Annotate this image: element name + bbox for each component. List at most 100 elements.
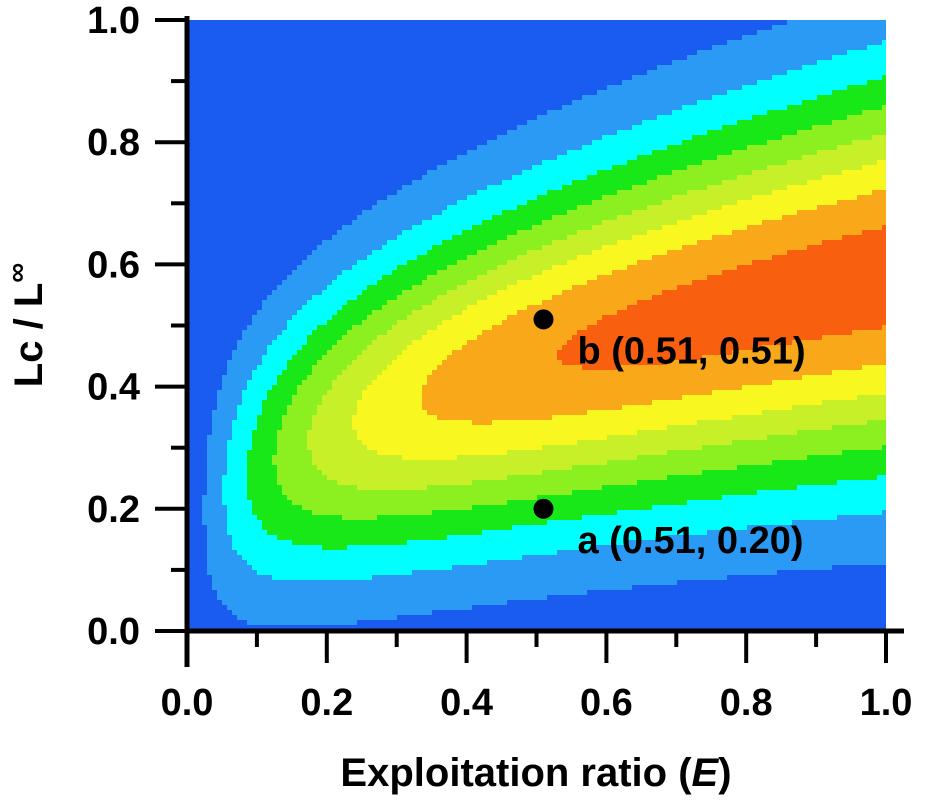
contour-cell bbox=[817, 150, 823, 156]
contour-cell bbox=[587, 195, 593, 201]
contour-cell bbox=[337, 50, 343, 56]
contour-cell bbox=[827, 40, 833, 46]
contour-cell bbox=[642, 145, 648, 151]
contour-cell bbox=[877, 65, 883, 71]
contour-cell bbox=[272, 35, 278, 41]
contour-cell bbox=[772, 120, 778, 126]
contour-cell bbox=[702, 75, 708, 81]
contour-cell bbox=[472, 80, 478, 86]
contour-cell bbox=[292, 35, 298, 41]
contour-cell bbox=[532, 70, 538, 76]
contour-cell bbox=[282, 115, 288, 121]
contour-cell bbox=[202, 35, 208, 41]
contour-cell bbox=[652, 165, 658, 171]
contour-cell bbox=[612, 120, 618, 126]
contour-cell bbox=[547, 100, 553, 106]
contour-cell bbox=[662, 190, 668, 196]
contour-cell bbox=[352, 125, 358, 131]
contour-cell bbox=[472, 180, 478, 186]
contour-cell bbox=[752, 100, 758, 106]
contour-cell bbox=[822, 50, 828, 56]
contour-cell bbox=[657, 85, 663, 91]
contour-cell bbox=[322, 75, 328, 81]
contour-cell bbox=[237, 30, 243, 36]
contour-cell bbox=[587, 185, 593, 191]
contour-cell bbox=[242, 85, 248, 91]
contour-cell bbox=[547, 35, 553, 41]
contour-cell bbox=[882, 25, 888, 31]
contour-cell bbox=[347, 130, 353, 136]
contour-cell bbox=[217, 135, 223, 141]
contour-cell bbox=[472, 145, 478, 151]
contour-cell bbox=[337, 165, 343, 171]
contour-cell bbox=[492, 140, 498, 146]
contour-cell bbox=[632, 115, 638, 121]
contour-cell bbox=[412, 70, 418, 76]
contour-cell bbox=[342, 65, 348, 71]
contour-cell bbox=[667, 40, 673, 46]
contour-cell bbox=[397, 180, 403, 186]
contour-cell bbox=[787, 45, 793, 51]
contour-cell bbox=[492, 45, 498, 51]
contour-cell bbox=[717, 170, 723, 176]
contour-cell bbox=[197, 155, 203, 161]
contour-cell bbox=[532, 185, 538, 191]
contour-cell bbox=[192, 95, 198, 101]
contour-cell bbox=[282, 195, 288, 201]
contour-cell bbox=[777, 60, 783, 66]
contour-cell bbox=[712, 65, 718, 71]
contour-cell bbox=[557, 55, 563, 61]
contour-cell bbox=[387, 195, 393, 201]
contour-cell bbox=[277, 65, 283, 71]
contour-cell bbox=[277, 150, 283, 156]
contour-cell bbox=[352, 30, 358, 36]
contour-cell bbox=[752, 75, 758, 81]
contour-cell bbox=[642, 85, 648, 91]
contour-cell bbox=[602, 80, 608, 86]
contour-cell bbox=[602, 105, 608, 111]
contour-cell bbox=[792, 90, 798, 96]
contour-cell bbox=[217, 120, 223, 126]
contour-cell bbox=[632, 60, 638, 66]
contour-cell bbox=[462, 70, 468, 76]
contour-cell bbox=[777, 65, 783, 71]
contour-cell bbox=[862, 85, 868, 91]
contour-cell bbox=[392, 50, 398, 56]
contour-cell bbox=[407, 60, 413, 66]
contour-cell bbox=[367, 140, 373, 146]
contour-cell bbox=[542, 185, 548, 191]
contour-cell bbox=[567, 60, 573, 66]
contour-cell bbox=[417, 160, 423, 166]
contour-cell bbox=[677, 40, 683, 46]
contour-cell bbox=[247, 85, 253, 91]
contour-cell bbox=[742, 165, 748, 171]
contour-cell bbox=[792, 130, 798, 136]
contour-cell bbox=[267, 75, 273, 81]
contour-cell bbox=[362, 175, 368, 181]
contour-cell bbox=[817, 50, 823, 56]
contour-cell bbox=[642, 25, 648, 31]
contour-cell bbox=[502, 45, 508, 51]
contour-cell bbox=[482, 20, 488, 26]
contour-cell bbox=[592, 150, 598, 156]
contour-cell bbox=[737, 70, 743, 76]
contour-cell bbox=[247, 135, 253, 141]
contour-cell bbox=[482, 45, 488, 51]
contour-cell bbox=[537, 95, 543, 101]
contour-cell bbox=[757, 110, 763, 116]
contour-cell bbox=[597, 25, 603, 31]
contour-cell bbox=[732, 185, 738, 191]
contour-cell bbox=[372, 165, 378, 171]
contour-cell bbox=[527, 100, 533, 106]
contour-cell bbox=[592, 120, 598, 126]
contour-cell bbox=[607, 180, 613, 186]
contour-cell bbox=[627, 105, 633, 111]
contour-cell bbox=[572, 55, 578, 61]
contour-cell bbox=[437, 150, 443, 156]
contour-cell bbox=[642, 30, 648, 36]
contour-cell bbox=[812, 45, 818, 51]
contour-cell bbox=[457, 45, 463, 51]
contour-cell bbox=[407, 110, 413, 116]
contour-cell bbox=[267, 50, 273, 56]
contour-cell bbox=[597, 175, 603, 181]
